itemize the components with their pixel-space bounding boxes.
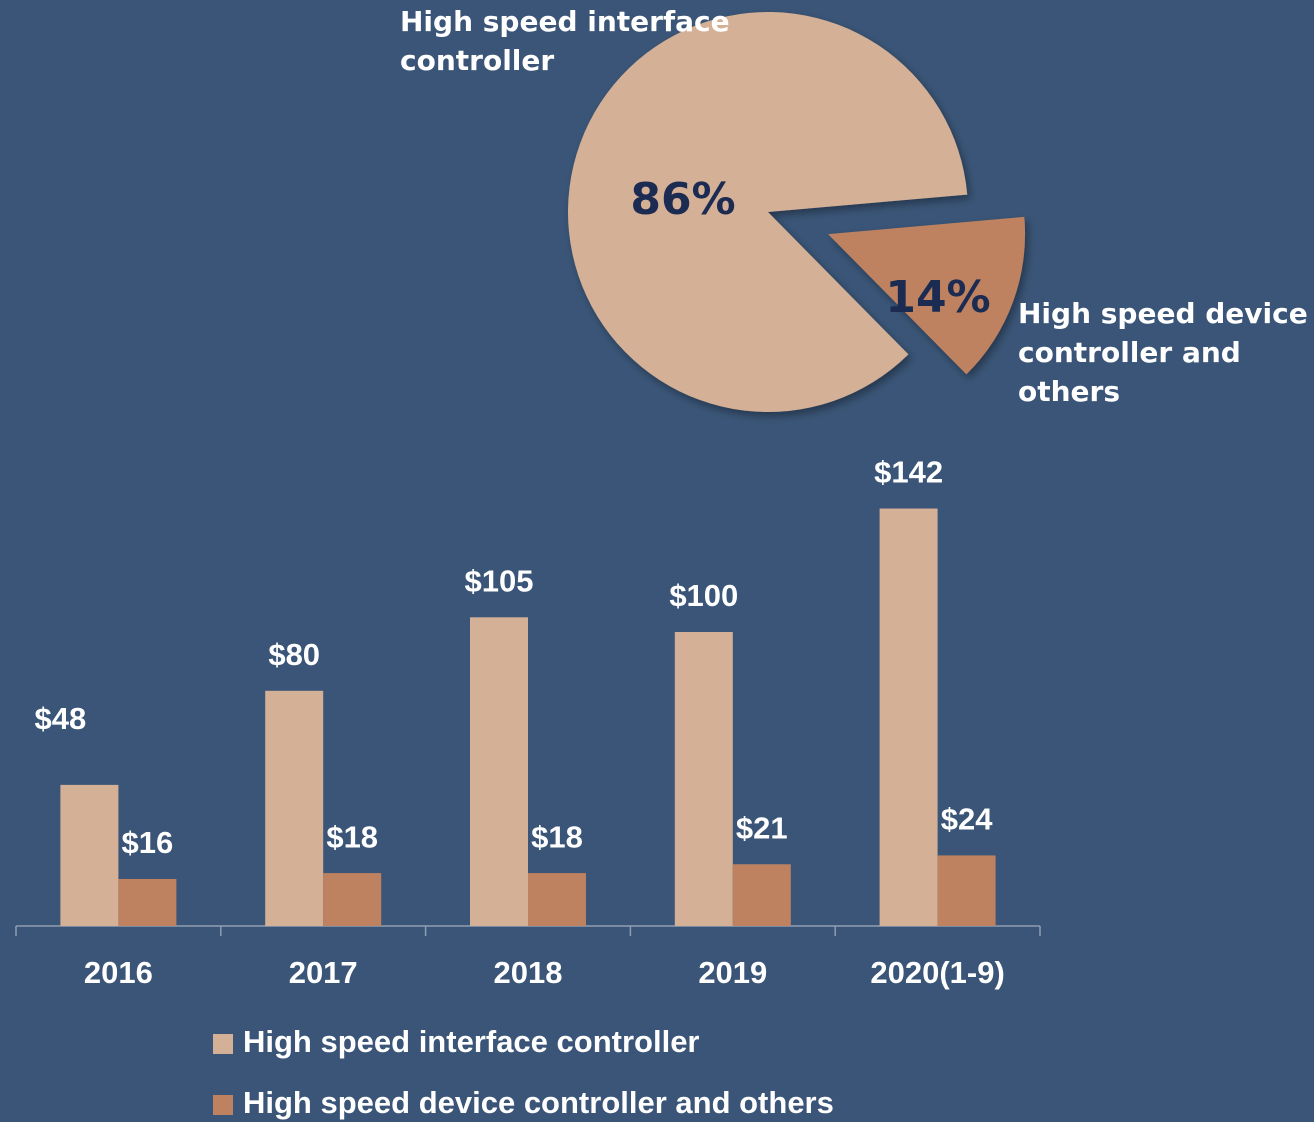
legend-swatch <box>213 1034 233 1054</box>
bar-value-label: $16 <box>122 825 174 860</box>
bar-value-label: $24 <box>941 802 993 837</box>
bar <box>470 617 528 926</box>
bar-value-label: $80 <box>268 637 320 672</box>
legend-swatch <box>213 1095 233 1115</box>
legend-label: High speed interface controller <box>243 1024 700 1059</box>
bar <box>265 690 324 926</box>
bar-value-label: $48 <box>35 701 87 736</box>
bar <box>118 878 177 926</box>
pie-value-label: 86% <box>630 174 735 225</box>
bar-value-label: $21 <box>736 810 788 845</box>
bar-value-label: $100 <box>669 578 738 613</box>
legend-label: High speed device controller and others <box>243 1085 834 1120</box>
bar <box>879 508 938 926</box>
x-tick-label: 2019 <box>698 955 767 990</box>
pie-label: High speed device controller and others <box>1018 297 1308 408</box>
pie-value-label: 14% <box>885 272 990 323</box>
x-tick-label: 2016 <box>84 955 153 990</box>
bar <box>937 855 996 926</box>
bar-value-label: $18 <box>531 819 583 854</box>
bar <box>323 873 382 926</box>
bar-value-label: $18 <box>326 819 378 854</box>
bar-value-label: $105 <box>465 563 534 598</box>
bar <box>732 864 791 926</box>
bar-value-label: $142 <box>874 455 943 490</box>
x-tick-label: 2017 <box>289 955 358 990</box>
x-tick-label: 2018 <box>494 955 563 990</box>
pie-label: High speed interface controller <box>400 5 730 77</box>
x-tick-label: 2020(1-9) <box>870 955 1004 990</box>
bar <box>528 873 586 926</box>
pie-slice <box>568 11 968 413</box>
bar <box>60 784 119 926</box>
bar <box>674 632 733 926</box>
pie-slice <box>828 216 1026 375</box>
